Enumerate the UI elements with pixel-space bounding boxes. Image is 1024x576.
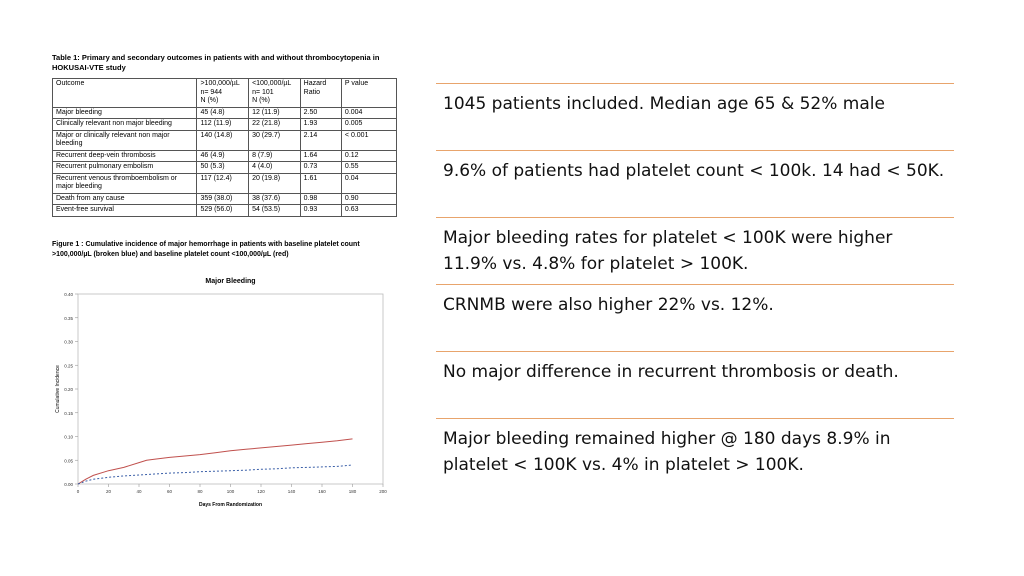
table-cell: 38 (37.6) — [248, 192, 301, 205]
table-cell: 0.93 — [299, 204, 342, 217]
table-cell: 0.004 — [340, 106, 398, 119]
table-cell: 117 (12.4) — [196, 172, 250, 194]
x-tick-label: 100 — [227, 489, 235, 494]
table-cell: 0.98 — [299, 192, 342, 205]
series-line-blue-dashed — [77, 464, 353, 485]
table-cell: < 0.001 — [340, 129, 398, 151]
y-tick-label: 0.20 — [64, 387, 73, 392]
x-tick-label: 40 — [136, 489, 142, 494]
table-cell: 0.04 — [340, 172, 398, 194]
table-title: Table 1: Primary and secondary outcomes … — [52, 53, 380, 72]
y-axis-label: Cumulative Incidence — [55, 365, 61, 413]
table-row: Major bleeding 45 (4.8) 12 (11.9) 2.50 0… — [51, 106, 398, 119]
table-cell: Death from any cause — [51, 192, 198, 205]
plot-frame — [77, 293, 384, 485]
table-header-row: Outcome >100,000/µL n= 944 N (%) <100,000/… — [51, 78, 398, 108]
x-tick-label: 160 — [318, 489, 326, 494]
x-tick-label: 120 — [257, 489, 265, 494]
figure-caption: Figure 1 : Cumulative incidence of major… — [52, 241, 360, 258]
summary-list: 1045 patients included. Median age 65 & … — [436, 83, 954, 485]
table-row: Recurrent venous thromboembolism or majo… — [51, 172, 398, 194]
table-row: Recurrent pulmonary embolism 50 (5.3) 4 … — [51, 161, 398, 174]
table-cell: 54 (53.5) — [248, 204, 301, 217]
header-above-100k: >100,000/µL n= 944 N (%) — [196, 78, 250, 108]
table-cell: 20 (19.8) — [248, 172, 301, 194]
series-line-red-solid — [77, 438, 353, 485]
header-hazard-ratio: Hazard Ratio — [299, 78, 342, 108]
header-p-value: P value — [340, 78, 398, 108]
x-tick-label: 0 — [77, 489, 80, 494]
table-cell: 2.14 — [299, 129, 342, 151]
y-tick-label: 0.25 — [64, 363, 73, 368]
x-tick-label: 140 — [288, 489, 296, 494]
table-cell: 50 (5.3) — [196, 161, 250, 174]
y-tick-label: 0.10 — [64, 435, 73, 440]
summary-item: Major bleeding remained higher @ 180 day… — [436, 418, 954, 485]
y-tick-label: 0.05 — [64, 458, 73, 463]
chart-title: Major Bleeding — [205, 278, 255, 285]
table-row: Clinically relevant non major bleeding 1… — [51, 118, 398, 131]
table-cell: Major bleeding — [51, 106, 198, 119]
summary-item: Major bleeding rates for platelet < 100K… — [436, 217, 954, 284]
table-cell: Recurrent deep-vein thrombosis — [51, 149, 198, 162]
summary-item: CRNMB were also higher 22% vs. 12%. — [436, 284, 954, 351]
table-cell: 30 (29.7) — [248, 129, 301, 151]
table-cell: 0.55 — [340, 161, 398, 174]
y-tick-label: 0.30 — [64, 340, 73, 345]
table-cell: 1.93 — [299, 118, 342, 131]
table-row: Major or clinically relevant non major b… — [51, 129, 398, 151]
table-cell: 0.12 — [340, 149, 398, 162]
table-row: Event-free survival 529 (56.0) 54 (53.5)… — [51, 204, 398, 217]
summary-item: 9.6% of patients had platelet count < 10… — [436, 150, 954, 217]
table-row: Death from any cause 359 (38.0) 38 (37.6… — [51, 192, 398, 205]
table-cell: 0.005 — [340, 118, 398, 131]
table-body: Major bleeding 45 (4.8) 12 (11.9) 2.50 0… — [51, 106, 398, 217]
table-row: Recurrent deep-vein thrombosis 46 (4.9) … — [51, 149, 398, 162]
table-cell: 1.61 — [299, 172, 342, 194]
table-cell: Recurrent venous thromboembolism or majo… — [51, 172, 198, 194]
table-cell: Event-free survival — [51, 204, 198, 217]
table-cell: 4 (4.0) — [248, 161, 301, 174]
summary-item: No major difference in recurrent thrombo… — [436, 351, 954, 418]
table-cell: 22 (21.8) — [248, 118, 301, 131]
header-outcome: Outcome — [51, 78, 198, 108]
table-cell: 1.64 — [299, 149, 342, 162]
table-cell: 112 (11.9) — [196, 118, 250, 131]
x-tick-label: 200 — [379, 489, 387, 494]
table-cell: Recurrent pulmonary embolism — [51, 161, 198, 174]
table-cell: 2.50 — [299, 106, 342, 119]
table-cell: 529 (56.0) — [196, 204, 250, 217]
header-below-100k: <100,000/µL n= 101 N (%) — [248, 78, 301, 108]
y-tick-label: 0.40 — [64, 292, 73, 297]
summary-item: 1045 patients included. Median age 65 & … — [436, 83, 954, 150]
x-tick-label: 20 — [106, 489, 112, 494]
x-axis-label: Days From Randomization — [199, 502, 262, 508]
table-cell: 12 (11.9) — [248, 106, 301, 119]
table-cell: 8 (7.9) — [248, 149, 301, 162]
y-tick-label: 0.00 — [64, 482, 73, 487]
table-cell: Clinically relevant non major bleeding — [51, 118, 198, 131]
table-cell: Major or clinically relevant non major b… — [51, 129, 198, 151]
y-tick-label: 0.35 — [64, 316, 73, 321]
x-tick-label: 60 — [167, 489, 173, 494]
major-bleeding-chart: Major Bleeding 0.00 0.05 0.10 0.15 0.20 0.25 0.… — [55, 278, 387, 508]
x-tick-label: 80 — [197, 489, 203, 494]
table-cell: 45 (4.8) — [196, 106, 250, 119]
table-cell: 0.73 — [299, 161, 342, 174]
table-cell: 359 (38.0) — [196, 192, 250, 205]
table-cell: 140 (14.8) — [196, 129, 250, 151]
y-tick-label: 0.15 — [64, 411, 73, 416]
table-cell: 0.63 — [340, 204, 398, 217]
table-cell: 46 (4.9) — [196, 149, 250, 162]
outcomes-table: Outcome >100,000/µL n= 944 N (%) <100,000/… — [51, 78, 398, 217]
x-tick-label: 180 — [349, 489, 357, 494]
table-cell: 0.90 — [340, 192, 398, 205]
